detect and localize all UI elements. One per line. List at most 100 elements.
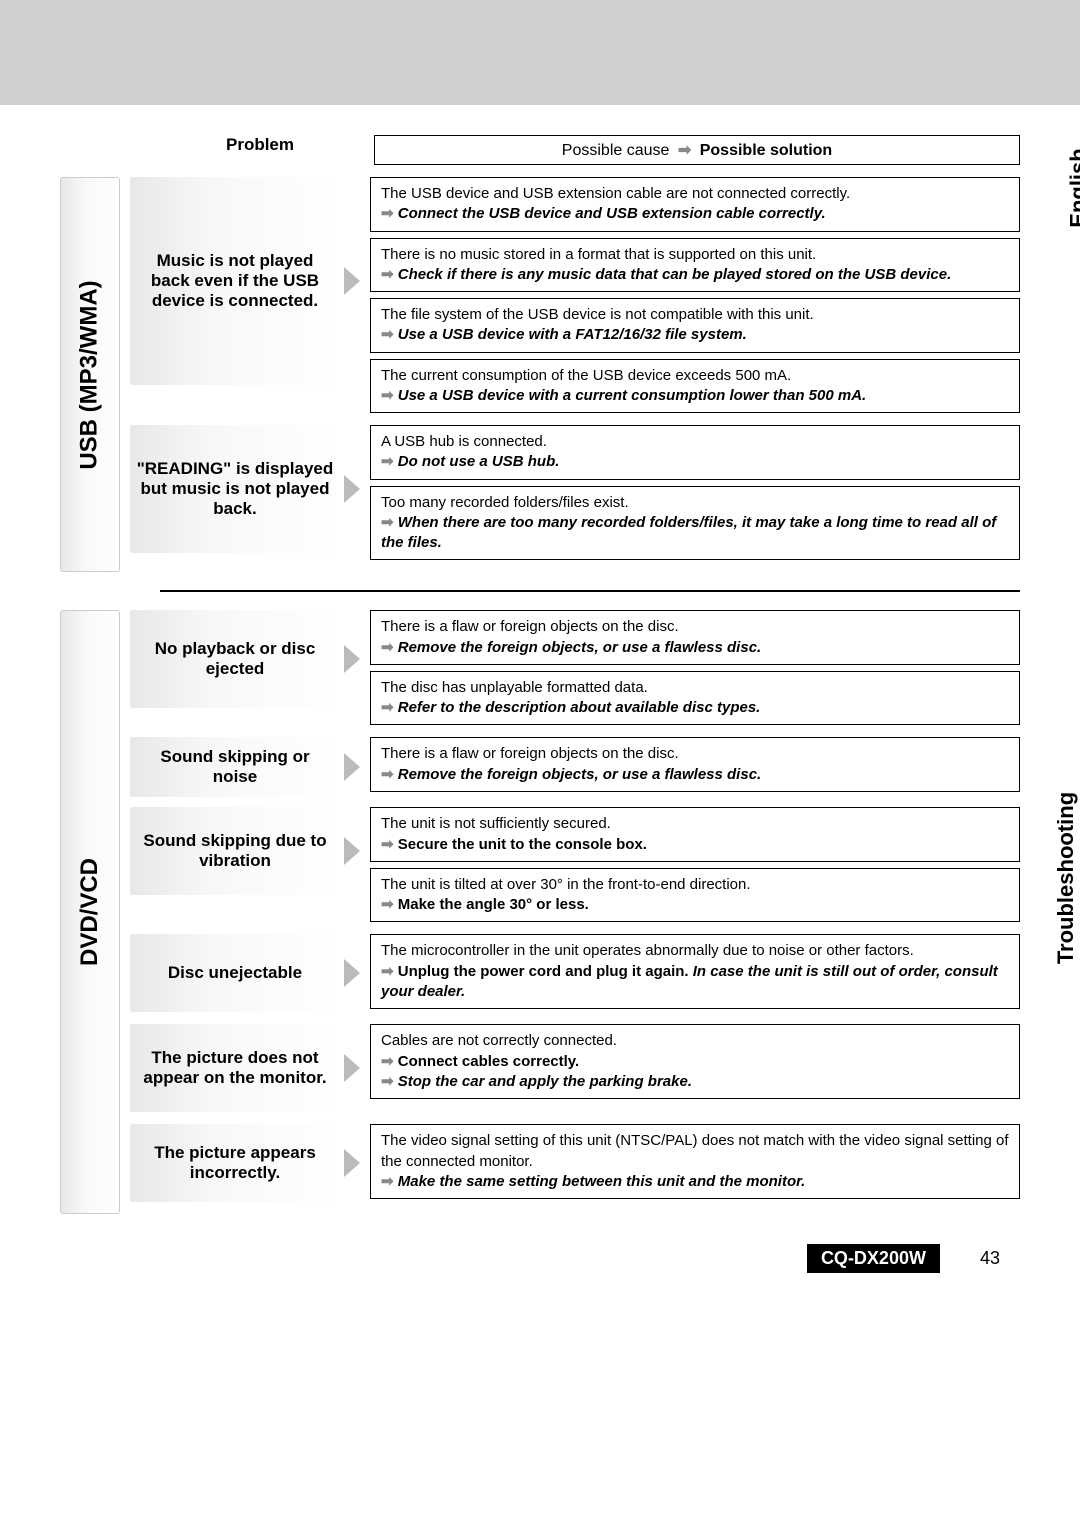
solution-box: There is a flaw or foreign objects on th…: [370, 610, 1020, 665]
solutions-col: The USB device and USB extension cable a…: [370, 177, 1020, 425]
solution-text: Connect the USB device and USB extension…: [381, 204, 1009, 224]
problem-row: Music is not played back even if the USB…: [130, 177, 1020, 425]
solution-text: Unplug the power cord and plug it again.…: [381, 962, 1009, 1003]
problem-label: "READING" is displayed but music is not …: [130, 425, 340, 553]
problem-label: Sound skipping due to vibration: [130, 807, 340, 895]
problem-col: The picture appears incorrectly.: [130, 1124, 360, 1214]
problem-label: The picture does not appear on the monit…: [130, 1024, 340, 1112]
side-tab-label: DVD/VCD: [76, 858, 104, 966]
solution-text: When there are too many recorded folders…: [381, 513, 1009, 554]
solution-text: Make the angle 30° or less.: [381, 895, 1009, 915]
problem-row: "READING" is displayed but music is not …: [130, 425, 1020, 572]
solution-group: The microcontroller in the unit operates…: [370, 934, 1020, 1009]
problem-col: Music is not played back even if the USB…: [130, 177, 360, 397]
section-divider: [160, 590, 1020, 592]
column-header-solution: Possible cause ➡ Possible solution: [374, 135, 1020, 165]
header-solution-text: Possible solution: [700, 142, 832, 159]
problem-label: Disc unejectable: [130, 934, 340, 1012]
connector-arrow-icon: [344, 475, 360, 503]
side-tab: DVD/VCD: [60, 610, 120, 1214]
solution-text: Use a USB device with a current consumpt…: [381, 386, 1009, 406]
problem-block: Music is not played back even if the USB…: [130, 177, 360, 385]
problem-col: Disc unejectable: [130, 934, 360, 1024]
cause-text: The unit is not sufficiently secured.: [381, 814, 1009, 834]
problem-col: Sound skipping or noise: [130, 737, 360, 807]
page-footer: CQ-DX200W 43: [60, 1244, 1020, 1273]
cause-text: There is a flaw or foreign objects on th…: [381, 617, 1009, 637]
solution-box: The file system of the USB device is not…: [370, 298, 1020, 353]
cause-text: The file system of the USB device is not…: [381, 305, 1009, 325]
solutions-col: There is a flaw or foreign objects on th…: [370, 737, 1020, 807]
cause-text: The disc has unplayable formatted data.: [381, 678, 1009, 698]
solution-group: There is a flaw or foreign objects on th…: [370, 737, 1020, 792]
problem-col: "READING" is displayed but music is not …: [130, 425, 360, 565]
solution-text: Make the same setting between this unit …: [381, 1172, 1009, 1192]
solution-group: There is a flaw or foreign objects on th…: [370, 610, 1020, 725]
problem-row: The picture does not appear on the monit…: [130, 1024, 1020, 1124]
section-body: No playback or disc ejected There is a fl…: [130, 610, 1020, 1214]
solution-text: Remove the foreign objects, or use a fla…: [381, 638, 1009, 658]
solution-group: Cables are not correctly connected.Conne…: [370, 1024, 1020, 1099]
arrow-icon: ➡: [678, 142, 691, 159]
cause-text: The current consumption of the USB devic…: [381, 366, 1009, 386]
solution-text: Secure the unit to the console box.: [381, 835, 1009, 855]
solutions-col: Cables are not correctly connected.Conne…: [370, 1024, 1020, 1124]
cause-text: There is a flaw or foreign objects on th…: [381, 744, 1009, 764]
problem-label: Music is not played back even if the USB…: [130, 177, 340, 385]
page-number: 43: [980, 1248, 1000, 1269]
problem-block: Disc unejectable: [130, 934, 360, 1012]
solution-text: Stop the car and apply the parking brake…: [381, 1072, 1009, 1092]
problem-block: "READING" is displayed but music is not …: [130, 425, 360, 553]
model-badge: CQ-DX200W: [807, 1244, 940, 1273]
solution-box: The video signal setting of this unit (N…: [370, 1124, 1020, 1199]
solution-text: Do not use a USB hub.: [381, 452, 1009, 472]
problem-label: Sound skipping or noise: [130, 737, 340, 797]
problem-label: The picture appears incorrectly.: [130, 1124, 340, 1202]
cause-text: Cables are not correctly connected.: [381, 1031, 1009, 1051]
solution-group: The unit is not sufficiently secured.Sec…: [370, 807, 1020, 922]
cause-text: There is no music stored in a format tha…: [381, 245, 1009, 265]
problem-row: Sound skipping or noise There is a flaw o…: [130, 737, 1020, 807]
solutions-col: There is a flaw or foreign objects on th…: [370, 610, 1020, 737]
problem-block: The picture appears incorrectly.: [130, 1124, 360, 1202]
cause-text: Too many recorded folders/files exist.: [381, 493, 1009, 513]
problem-row: The picture appears incorrectly. The vide…: [130, 1124, 1020, 1214]
problem-row: Disc unejectable The microcontroller in t…: [130, 934, 1020, 1024]
problem-col: Sound skipping due to vibration: [130, 807, 360, 907]
connector-arrow-icon: [344, 267, 360, 295]
header-cause-text: Possible cause: [562, 142, 670, 159]
solutions-col: The microcontroller in the unit operates…: [370, 934, 1020, 1024]
solution-box: Too many recorded folders/files exist.Wh…: [370, 486, 1020, 561]
cause-text: The unit is tilted at over 30° in the fr…: [381, 875, 1009, 895]
solution-group: A USB hub is connected.Do not use a USB …: [370, 425, 1020, 560]
solution-box: The unit is tilted at over 30° in the fr…: [370, 868, 1020, 923]
problem-row: No playback or disc ejected There is a fl…: [130, 610, 1020, 737]
problem-block: Sound skipping due to vibration: [130, 807, 360, 895]
section: DVD/VCD No playback or disc ejected There …: [60, 610, 1020, 1214]
cause-text: The USB device and USB extension cable a…: [381, 184, 1009, 204]
problem-row: Sound skipping due to vibration The unit …: [130, 807, 1020, 934]
problem-block: Sound skipping or noise: [130, 737, 360, 797]
page-content: English Troubleshooting Problem Possible…: [0, 105, 1080, 1303]
solution-box: The microcontroller in the unit operates…: [370, 934, 1020, 1009]
solution-box: The USB device and USB extension cable a…: [370, 177, 1020, 232]
solution-text: Use a USB device with a FAT12/16/32 file…: [381, 325, 1009, 345]
cause-text: A USB hub is connected.: [381, 432, 1009, 452]
connector-arrow-icon: [344, 1149, 360, 1177]
solution-group: The video signal setting of this unit (N…: [370, 1124, 1020, 1199]
table-header: Problem Possible cause ➡ Possible soluti…: [160, 135, 1020, 165]
section-body: Music is not played back even if the USB…: [130, 177, 1020, 572]
connector-arrow-icon: [344, 753, 360, 781]
solution-box: A USB hub is connected.Do not use a USB …: [370, 425, 1020, 480]
solution-box: The unit is not sufficiently secured.Sec…: [370, 807, 1020, 862]
problem-block: The picture does not appear on the monit…: [130, 1024, 360, 1112]
right-label-english: English: [1065, 148, 1080, 227]
solution-box: The current consumption of the USB devic…: [370, 359, 1020, 414]
solution-text: Check if there is any music data that ca…: [381, 265, 1009, 285]
side-tab: USB (MP3/WMA): [60, 177, 120, 572]
problem-col: No playback or disc ejected: [130, 610, 360, 720]
problem-label: No playback or disc ejected: [130, 610, 340, 708]
section: USB (MP3/WMA)Music is not played back ev…: [60, 177, 1020, 572]
solution-box: There is a flaw or foreign objects on th…: [370, 737, 1020, 792]
problem-block: No playback or disc ejected: [130, 610, 360, 708]
